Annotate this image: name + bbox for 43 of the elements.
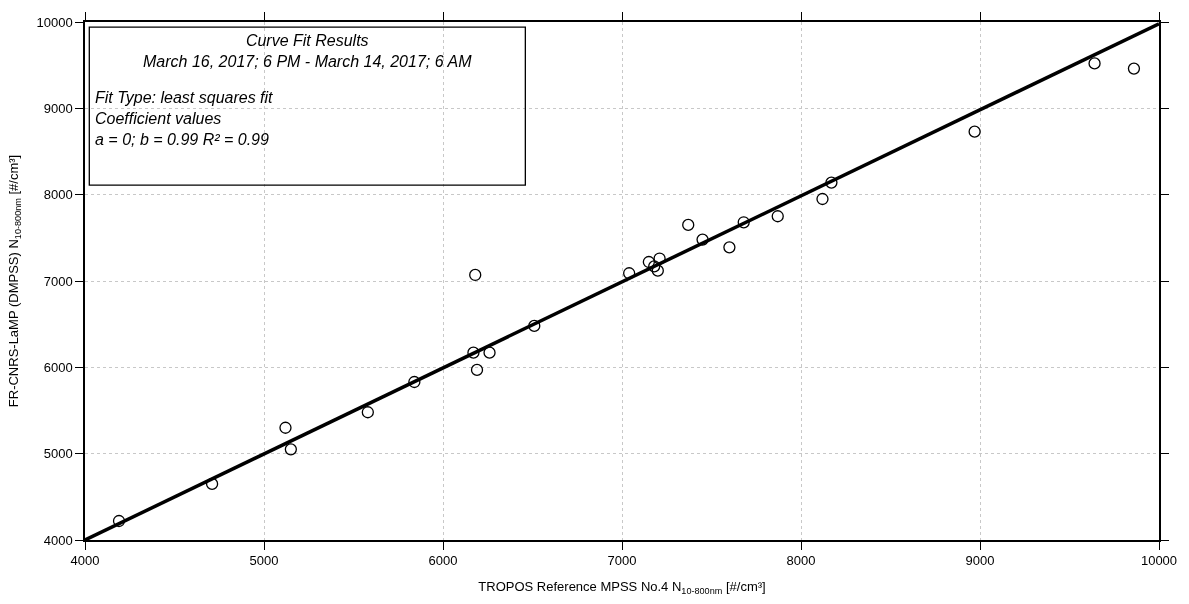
point bbox=[816, 192, 829, 206]
point bbox=[284, 443, 297, 456]
point bbox=[279, 421, 292, 434]
y-tick-label: 10000 bbox=[36, 14, 73, 30]
point bbox=[1127, 62, 1141, 75]
point bbox=[361, 406, 374, 419]
y-tick-label: 9000 bbox=[43, 100, 73, 116]
point bbox=[205, 477, 219, 491]
point bbox=[642, 255, 655, 269]
point bbox=[825, 176, 838, 189]
annotation: Fit Type: least squares fit Coefficient values a = 0; b = 0.99 R² = 0.99 bbox=[95, 89, 274, 148]
point bbox=[528, 319, 541, 333]
point bbox=[470, 363, 484, 377]
point bbox=[737, 216, 750, 229]
point bbox=[723, 241, 736, 254]
point bbox=[968, 125, 981, 138]
x-tick-label: 6000 bbox=[428, 553, 458, 569]
x-tick-label: 8000 bbox=[786, 553, 816, 569]
annotation: Curve Fit Results March 16, 2017; 6 PM - March 14, 2017; 6 AM bbox=[143, 32, 473, 70]
x-tick-label: 4000 bbox=[70, 553, 100, 569]
point bbox=[682, 218, 695, 232]
x-tick-label: 7000 bbox=[607, 553, 637, 569]
y-tick-label: 6000 bbox=[43, 359, 73, 375]
y-tick-label: 7000 bbox=[43, 273, 73, 289]
x-tick-label: 9000 bbox=[965, 553, 995, 569]
point bbox=[467, 346, 480, 359]
x-tick-label: 5000 bbox=[249, 553, 279, 569]
point bbox=[696, 233, 709, 246]
point bbox=[651, 264, 664, 277]
point bbox=[483, 346, 496, 359]
point bbox=[771, 210, 784, 223]
point bbox=[469, 268, 482, 282]
x-tick-label: 10000 bbox=[1140, 553, 1178, 569]
point bbox=[653, 252, 666, 265]
point bbox=[623, 267, 636, 280]
y-tick-label: 4000 bbox=[43, 532, 73, 548]
point bbox=[648, 260, 661, 273]
point bbox=[408, 375, 421, 389]
y-tick-label: 8000 bbox=[43, 187, 73, 203]
x-axis-title: TROPOS Reference MPSS No.4 N$_{10-800nm}$ [#/cm³] bbox=[478, 579, 766, 597]
point bbox=[112, 514, 126, 528]
point bbox=[1088, 57, 1101, 70]
y-tick-label: 5000 bbox=[43, 446, 73, 462]
